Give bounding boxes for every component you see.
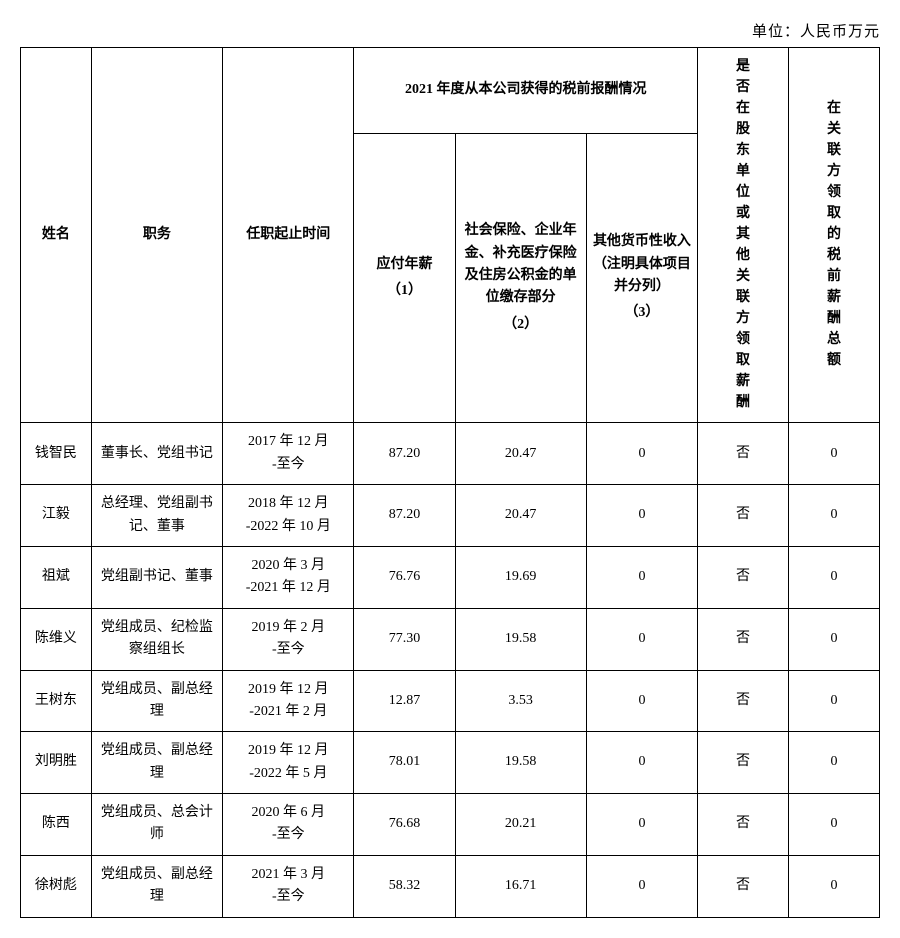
cell-term: 2019 年 12 月-2021 年 2 月 bbox=[223, 670, 354, 732]
table-row: 祖斌党组副书记、董事2020 年 3 月-2021 年 12 月76.7619.… bbox=[21, 546, 880, 608]
cell-name: 王树东 bbox=[21, 670, 92, 732]
cell-position: 党组成员、副总经理 bbox=[91, 670, 222, 732]
cell-related: 0 bbox=[788, 670, 879, 732]
header-salary: 应付年薪 （1） bbox=[354, 133, 455, 423]
table-row: 王树东党组成员、副总经理2019 年 12 月-2021 年 2 月12.873… bbox=[21, 670, 880, 732]
cell-social: 3.53 bbox=[455, 670, 586, 732]
cell-related: 0 bbox=[788, 485, 879, 547]
cell-shareholder: 否 bbox=[698, 670, 789, 732]
cell-position: 党组成员、副总经理 bbox=[91, 732, 222, 794]
cell-social: 20.47 bbox=[455, 485, 586, 547]
cell-social: 19.69 bbox=[455, 546, 586, 608]
cell-term: 2020 年 3 月-2021 年 12 月 bbox=[223, 546, 354, 608]
cell-position: 总经理、党组副书记、董事 bbox=[91, 485, 222, 547]
cell-shareholder: 否 bbox=[698, 485, 789, 547]
cell-other: 0 bbox=[586, 670, 697, 732]
cell-name: 陈维义 bbox=[21, 608, 92, 670]
cell-salary: 12.87 bbox=[354, 670, 455, 732]
cell-salary: 87.20 bbox=[354, 485, 455, 547]
cell-social: 20.47 bbox=[455, 423, 586, 485]
table-row: 钱智民董事长、党组书记2017 年 12 月-至今87.2020.470否0 bbox=[21, 423, 880, 485]
cell-term: 2020 年 6 月-至今 bbox=[223, 794, 354, 856]
header-other: 其他货币性收入（注明具体项目并分列） （3） bbox=[586, 133, 697, 423]
cell-name: 陈西 bbox=[21, 794, 92, 856]
cell-term: 2019 年 12 月-2022 年 5 月 bbox=[223, 732, 354, 794]
table-row: 江毅总经理、党组副书记、董事2018 年 12 月-2022 年 10 月87.… bbox=[21, 485, 880, 547]
table-row: 陈维义党组成员、纪检监察组组长2019 年 2 月-至今77.3019.580否… bbox=[21, 608, 880, 670]
cell-other: 0 bbox=[586, 732, 697, 794]
cell-related: 0 bbox=[788, 546, 879, 608]
cell-salary: 87.20 bbox=[354, 423, 455, 485]
cell-other: 0 bbox=[586, 546, 697, 608]
cell-salary: 76.68 bbox=[354, 794, 455, 856]
cell-shareholder: 否 bbox=[698, 608, 789, 670]
cell-related: 0 bbox=[788, 608, 879, 670]
table-row: 陈西党组成员、总会计师2020 年 6 月-至今76.6820.210否0 bbox=[21, 794, 880, 856]
cell-social: 19.58 bbox=[455, 608, 586, 670]
cell-salary: 58.32 bbox=[354, 855, 455, 917]
header-term: 任职起止时间 bbox=[223, 48, 354, 423]
cell-related: 0 bbox=[788, 855, 879, 917]
header-name: 姓名 bbox=[21, 48, 92, 423]
cell-social: 19.58 bbox=[455, 732, 586, 794]
cell-salary: 78.01 bbox=[354, 732, 455, 794]
cell-shareholder: 否 bbox=[698, 732, 789, 794]
unit-label: 单位：人民币万元 bbox=[20, 20, 900, 41]
cell-related: 0 bbox=[788, 423, 879, 485]
cell-term: 2017 年 12 月-至今 bbox=[223, 423, 354, 485]
cell-other: 0 bbox=[586, 794, 697, 856]
cell-name: 祖斌 bbox=[21, 546, 92, 608]
cell-name: 江毅 bbox=[21, 485, 92, 547]
header-position: 职务 bbox=[91, 48, 222, 423]
cell-salary: 76.76 bbox=[354, 546, 455, 608]
cell-position: 党组成员、纪检监察组组长 bbox=[91, 608, 222, 670]
cell-name: 钱智民 bbox=[21, 423, 92, 485]
cell-salary: 77.30 bbox=[354, 608, 455, 670]
cell-position: 党组成员、副总经理 bbox=[91, 855, 222, 917]
table-row: 徐树彪党组成员、副总经理2021 年 3 月-至今58.3216.710否0 bbox=[21, 855, 880, 917]
cell-shareholder: 否 bbox=[698, 855, 789, 917]
cell-position: 党组成员、总会计师 bbox=[91, 794, 222, 856]
header-related: 在关联方领取的税前薪酬总额 bbox=[788, 48, 879, 423]
cell-term: 2018 年 12 月-2022 年 10 月 bbox=[223, 485, 354, 547]
cell-term: 2019 年 2 月-至今 bbox=[223, 608, 354, 670]
header-social: 社会保险、企业年金、补充医疗保险及住房公积金的单位缴存部分 （2） bbox=[455, 133, 586, 423]
cell-other: 0 bbox=[586, 423, 697, 485]
cell-social: 16.71 bbox=[455, 855, 586, 917]
cell-shareholder: 否 bbox=[698, 794, 789, 856]
header-group-2021: 2021 年度从本公司获得的税前报酬情况 bbox=[354, 48, 698, 134]
cell-related: 0 bbox=[788, 794, 879, 856]
compensation-table: 姓名 职务 任职起止时间 2021 年度从本公司获得的税前报酬情况 是否在股东单… bbox=[20, 47, 880, 918]
cell-name: 刘明胜 bbox=[21, 732, 92, 794]
cell-shareholder: 否 bbox=[698, 546, 789, 608]
cell-shareholder: 否 bbox=[698, 423, 789, 485]
cell-position: 党组副书记、董事 bbox=[91, 546, 222, 608]
cell-related: 0 bbox=[788, 732, 879, 794]
table-header-row-1: 姓名 职务 任职起止时间 2021 年度从本公司获得的税前报酬情况 是否在股东单… bbox=[21, 48, 880, 134]
cell-other: 0 bbox=[586, 485, 697, 547]
table-row: 刘明胜党组成员、副总经理2019 年 12 月-2022 年 5 月78.011… bbox=[21, 732, 880, 794]
header-shareholder: 是否在股东单位或其他关联方领取薪酬 bbox=[698, 48, 789, 423]
cell-other: 0 bbox=[586, 855, 697, 917]
cell-position: 董事长、党组书记 bbox=[91, 423, 222, 485]
cell-social: 20.21 bbox=[455, 794, 586, 856]
cell-term: 2021 年 3 月-至今 bbox=[223, 855, 354, 917]
cell-name: 徐树彪 bbox=[21, 855, 92, 917]
cell-other: 0 bbox=[586, 608, 697, 670]
